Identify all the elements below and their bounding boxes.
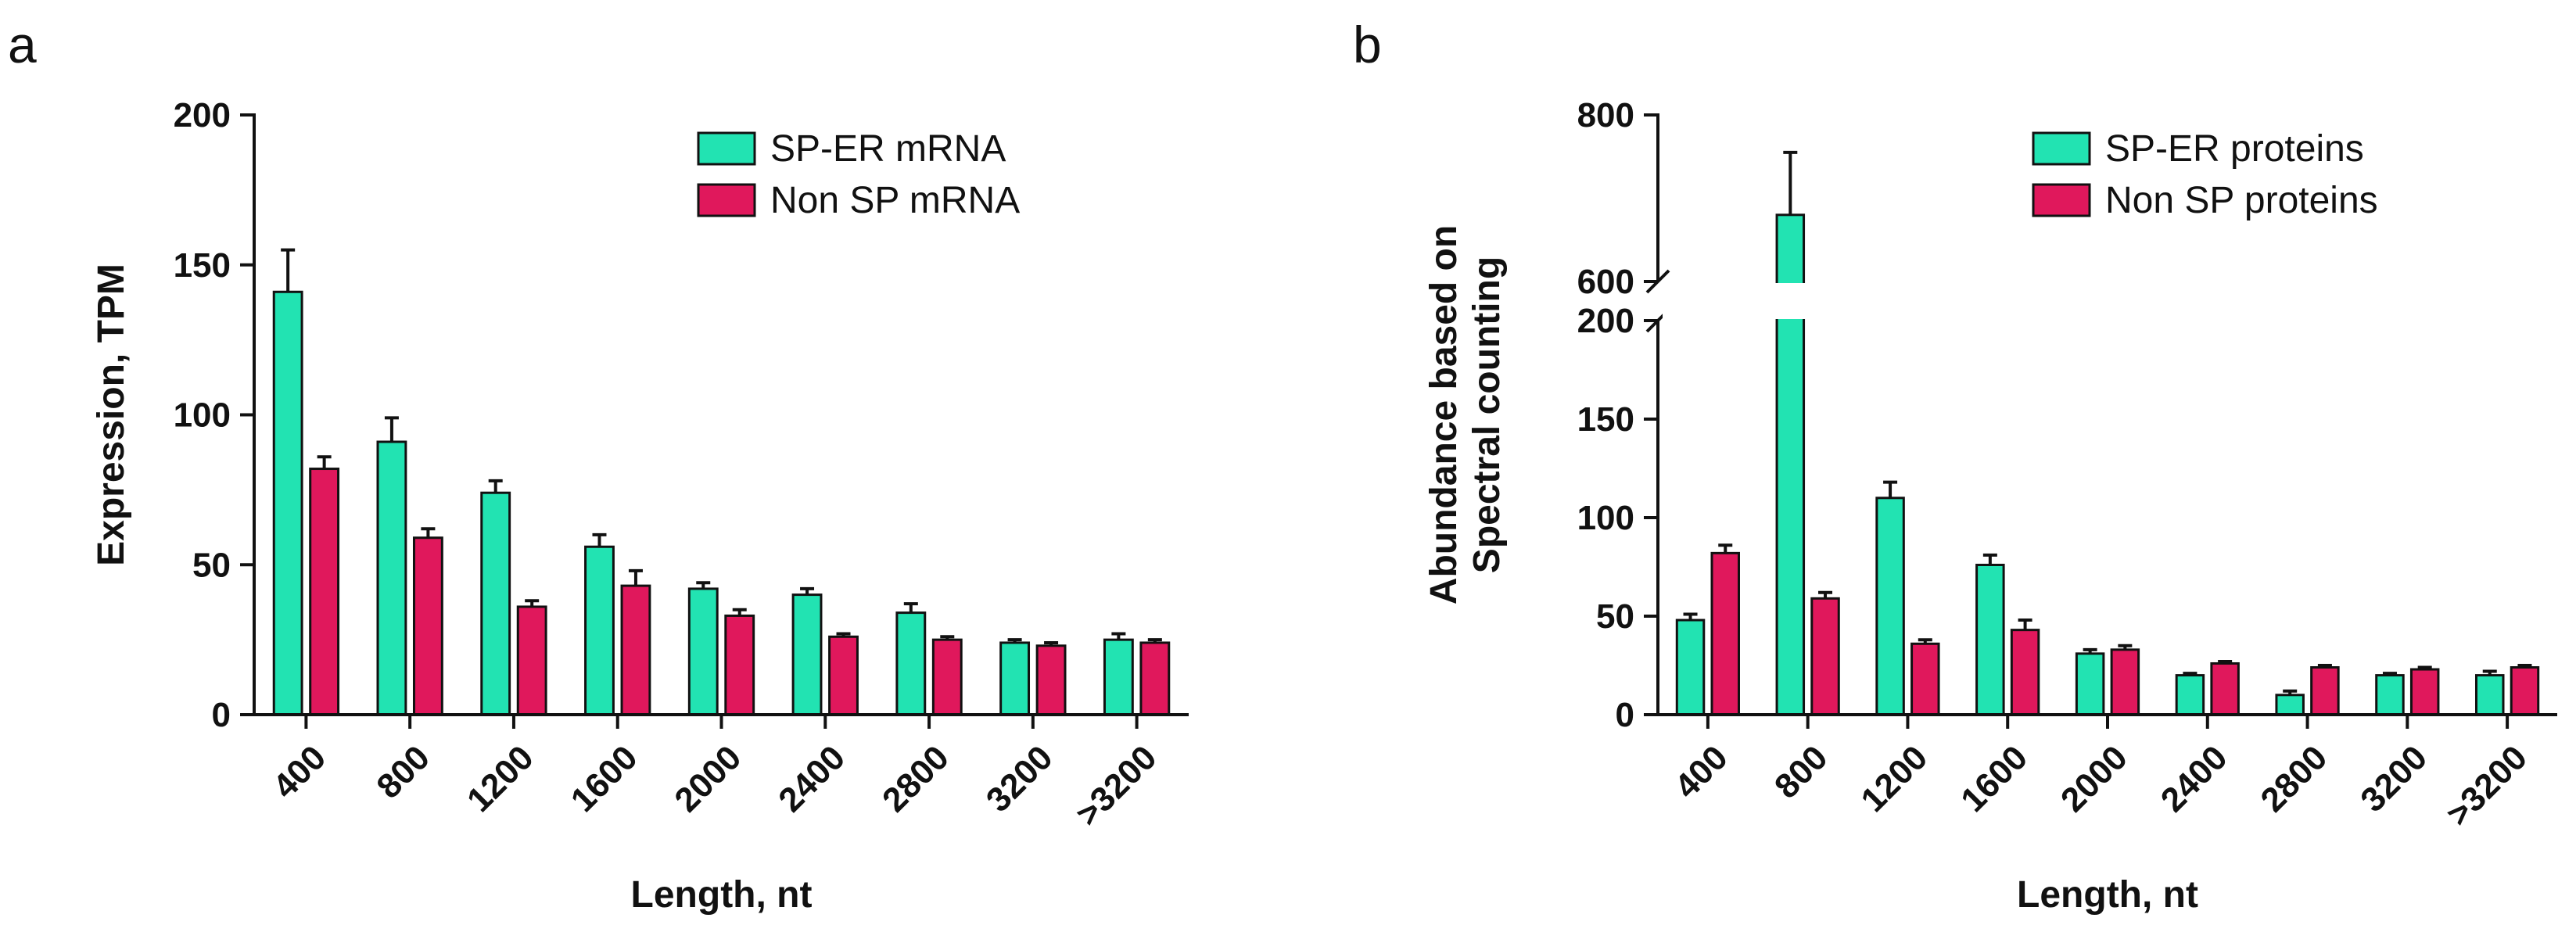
a-bar-s1-8 xyxy=(1103,638,1134,716)
a-bar-s2-4 xyxy=(724,614,755,716)
a-xlabel-1: 800 xyxy=(369,738,437,806)
a-bar-s2-7 xyxy=(1035,644,1067,716)
b-bar-s1-0 xyxy=(1675,619,1706,716)
a-xlabel-3: 1600 xyxy=(564,738,645,819)
a-bar-s1-3 xyxy=(584,545,615,716)
a-bar-s1-5 xyxy=(791,593,823,716)
a-legend-swatch-0 xyxy=(697,131,756,166)
a-xlabel-5: 2400 xyxy=(771,738,852,819)
b-bar-s2-1 xyxy=(1810,597,1840,716)
b-bar-s1-5 xyxy=(2175,674,2205,716)
b-bar-s1-3 xyxy=(1975,563,2005,716)
b-legend-swatch-1 xyxy=(2032,183,2091,217)
b-bar-s2-3 xyxy=(2010,629,2040,716)
a-y-axis-title: Expression, TPM xyxy=(91,264,132,566)
a-bar-s1-0 xyxy=(272,290,303,716)
a-ytick-label-1: 50 xyxy=(192,546,231,584)
b-xlabel-8: >3200 xyxy=(2439,738,2535,834)
b-xlabel-7: 3200 xyxy=(2353,738,2434,819)
b-xlabel-5: 2400 xyxy=(2154,738,2235,819)
panel-label-b: b xyxy=(1353,16,1382,74)
b-xlabel-1: 800 xyxy=(1767,738,1835,806)
b-ytick-label-upper-1: 800 xyxy=(1577,96,1634,134)
a-bar-s2-2 xyxy=(516,605,547,716)
a-legend-swatch-1 xyxy=(697,183,756,217)
a-ytick-label-0: 0 xyxy=(212,696,231,734)
a-xlabel-0: 400 xyxy=(266,738,334,806)
b-bar-s2-2 xyxy=(1910,642,1940,716)
b-xlabel-4: 2000 xyxy=(2054,738,2135,819)
b-ytick-label-upper-0: 600 xyxy=(1577,263,1634,301)
b-bar-s1-6 xyxy=(2275,694,2305,716)
a-bar-s2-1 xyxy=(412,536,443,716)
b-bar-s2-0 xyxy=(1710,551,1740,716)
a-legend-label-0: SP-ER mRNA xyxy=(770,128,1006,170)
b-bar-s2-5 xyxy=(2210,662,2240,716)
a-xlabel-6: 2800 xyxy=(875,738,956,819)
b-bar-s2-8 xyxy=(2510,666,2540,716)
panel-label-a: a xyxy=(8,16,37,74)
a-bar-s2-8 xyxy=(1139,641,1171,716)
b-xlabel-6: 2800 xyxy=(2254,738,2335,819)
b-ytick-label-lower-2: 100 xyxy=(1577,499,1634,537)
a-bar-s1-6 xyxy=(895,611,927,716)
b-bar-s1-8 xyxy=(2475,674,2505,716)
a-xlabel-4: 2000 xyxy=(667,738,748,819)
b-y-axis-title: Abundance based onSpectral counting xyxy=(1423,225,1508,604)
b-bar-s2-7 xyxy=(2409,668,2440,716)
b-bar-s1-2 xyxy=(1875,497,1905,716)
a-legend-label-1: Non SP mRNA xyxy=(770,180,1020,221)
b-ytick-label-lower-0: 0 xyxy=(1616,696,1634,734)
a-bar-s2-5 xyxy=(828,635,859,716)
a-bar-s1-4 xyxy=(687,587,719,716)
a-bar-s2-6 xyxy=(931,638,963,716)
a-bar-s1-2 xyxy=(480,491,511,716)
b-bar-s2-6 xyxy=(2310,666,2340,716)
a-bar-s2-3 xyxy=(620,584,651,716)
b-ytick-label-lower-3: 150 xyxy=(1577,400,1634,439)
a-xlabel-7: 3200 xyxy=(979,738,1060,819)
b-legend-swatch-0 xyxy=(2032,131,2091,166)
b-ytick-label-lower-4: 200 xyxy=(1577,302,1634,340)
b-bar-s1-4 xyxy=(2075,652,2105,716)
a-bar-s1-7 xyxy=(999,641,1031,716)
a-ytick-label-4: 200 xyxy=(174,96,231,134)
b-ytick-label-lower-1: 50 xyxy=(1596,597,1634,636)
a-ytick-label-3: 150 xyxy=(174,246,231,285)
a-x-axis-title: Length, nt xyxy=(631,874,813,916)
b-legend-label-0: SP-ER proteins xyxy=(2105,128,2364,170)
b-xlabel-0: 400 xyxy=(1667,738,1735,806)
b-bar-s2-4 xyxy=(2110,648,2140,716)
a-ytick-label-2: 100 xyxy=(174,396,231,435)
a-xlabel-2: 1200 xyxy=(460,738,541,819)
b-x-axis-title: Length, nt xyxy=(2017,874,2198,916)
a-bar-s1-1 xyxy=(376,440,407,716)
b-xlabel-3: 1600 xyxy=(1954,738,2035,819)
b-xlabel-2: 1200 xyxy=(1853,738,1935,819)
b-legend-label-1: Non SP proteins xyxy=(2105,180,2378,221)
b-y-axis-title-line-0: Abundance based on xyxy=(1423,225,1465,604)
a-bar-s2-0 xyxy=(309,468,340,716)
b-axis-break-gap xyxy=(1663,283,2557,319)
b-bar-s1-7 xyxy=(2375,674,2405,716)
chart-a-expression: 0 50 100 150 200 400 800 1200 1600 2000 2400 2800 32… xyxy=(91,96,1189,916)
a-xlabel-8: >3200 xyxy=(1068,738,1164,834)
b-y-axis-title-line-1: Spectral counting xyxy=(1466,256,1508,573)
